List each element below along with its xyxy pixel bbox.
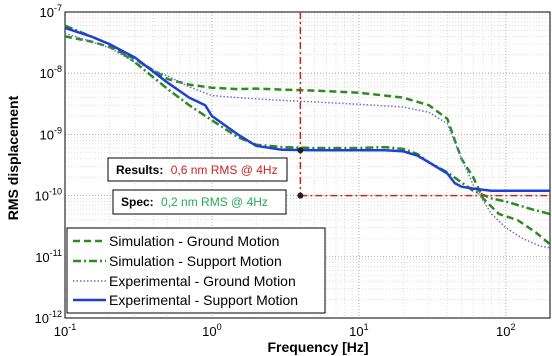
legend-entry-simulation-ground: Simulation - Ground Motion (73, 233, 279, 249)
spec-annotation: Spec: 0,2 nm RMS @ 4Hz (112, 189, 287, 215)
y-axis-label: RMS displacement (5, 95, 21, 220)
y-tick-label: 10-10 (35, 187, 62, 204)
results-annotation-value: 0,6 nm RMS @ 4Hz (171, 163, 278, 177)
legend-entry-experimental-ground: Experimental - Ground Motion (73, 273, 296, 289)
x-axis-label: Frequency [Hz] (267, 339, 368, 355)
svg-text:Spec: 0,2 nm RMS @ 4Hz: Spec: 0,2 nm RMS @ 4Hz (121, 195, 268, 209)
spec-point-marker (297, 147, 304, 154)
spec-annotation-value: 0,2 nm RMS @ 4Hz (161, 195, 268, 209)
x-tick-label: 101 (349, 322, 368, 339)
results-annotation: Results: 0,6 nm RMS @ 4Hz (107, 157, 288, 182)
series-line-0 (64, 35, 551, 246)
x-tick-label: 100 (202, 322, 221, 339)
x-tick-label: 102 (496, 322, 515, 339)
x-tick-labels: 10-1 100 101 102 (54, 322, 516, 339)
spec-annotation-box (112, 189, 287, 215)
x-tick-label: 10-1 (54, 322, 76, 339)
y-tick-label: 10-7 (40, 3, 62, 20)
spec-marker-layer (297, 12, 550, 199)
legend-label-experimental-ground: Experimental - Ground Motion (109, 273, 296, 289)
y-tick-label: 10-12 (35, 309, 62, 326)
results-annotation-label: Results: (116, 163, 163, 177)
y-tick-label: 10-8 (40, 64, 62, 81)
legend-box (66, 227, 326, 314)
svg-text:Results: 0,6 nm RMS @ 4H: Results: 0,6 nm RMS @ 4Hz (116, 163, 278, 177)
y-tick-label: 10-11 (35, 248, 62, 265)
y-tick-label: 10-9 (40, 125, 62, 142)
y-tick-labels: 10-12 10-11 10-10 10-9 10-8 10-7 (35, 3, 62, 326)
plot-frame (64, 11, 551, 319)
legend-entry-experimental-support: Experimental - Support Motion (73, 292, 298, 308)
spec-point-marker (297, 192, 304, 199)
series-line-3 (64, 26, 550, 193)
spec-annotation-label: Spec: (121, 195, 154, 209)
legend: Simulation - Ground Motion Simulation - … (66, 227, 326, 314)
legend-label-simulation-ground: Simulation - Ground Motion (109, 233, 279, 249)
legend-label-experimental-support: Experimental - Support Motion (109, 292, 298, 308)
legend-entry-simulation-support: Simulation - Support Motion (73, 253, 282, 269)
legend-label-simulation-support: Simulation - Support Motion (109, 253, 282, 269)
results-annotation-box (107, 157, 288, 182)
